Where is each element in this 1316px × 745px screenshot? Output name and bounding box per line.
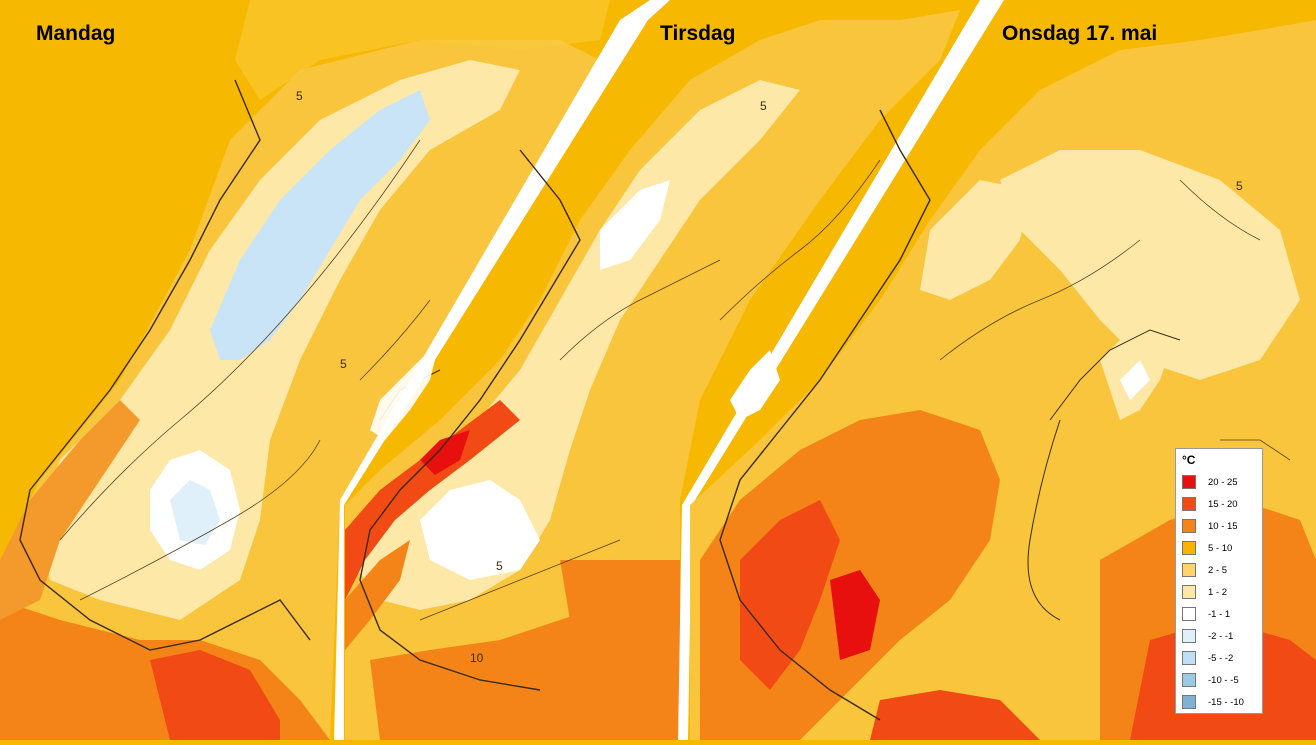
panel-title-mandag: Mandag [36, 22, 116, 45]
contour-label: 10 [470, 651, 484, 665]
legend-swatch [1182, 607, 1196, 621]
panel-mandag-map [0, 0, 610, 740]
legend-label: -15 - -10 [1208, 696, 1244, 708]
legend-label: -2 - -1 [1208, 630, 1234, 642]
legend-item: 10 - 15 [1182, 515, 1256, 537]
panel-title-onsdag: Onsdag 17. mai [1002, 22, 1158, 45]
legend-item: -15 - -10 [1182, 691, 1256, 713]
legend-swatch [1182, 695, 1196, 709]
legend-swatch [1182, 541, 1196, 555]
panel-tirsdag-map [345, 10, 960, 740]
legend-label: -1 - 1 [1208, 608, 1231, 620]
contour-label: 5 [296, 89, 303, 103]
legend-item: 5 - 10 [1182, 537, 1256, 559]
legend-swatch [1182, 585, 1196, 599]
panel-title-tirsdag: Tirsdag [660, 22, 736, 45]
legend-label: 15 - 20 [1208, 498, 1238, 510]
legend-swatch [1182, 519, 1196, 533]
legend-item: -10 - -5 [1182, 669, 1256, 691]
legend-swatch [1182, 475, 1196, 489]
legend-swatch [1182, 651, 1196, 665]
legend-item: 15 - 20 [1182, 493, 1256, 515]
legend-label: 10 - 15 [1208, 520, 1238, 532]
legend-label: 5 - 10 [1208, 542, 1233, 554]
legend-label: 20 - 25 [1208, 476, 1238, 488]
legend-rows: 20 - 25 15 - 20 10 - 15 5 - 10 2 - 5 1 - 2 -1 … [1182, 471, 1256, 713]
legend-unit: °C [1182, 453, 1196, 467]
legend-label: -5 - -2 [1208, 652, 1234, 664]
legend-label: 1 - 2 [1208, 586, 1228, 598]
legend-item: -5 - -2 [1182, 647, 1256, 669]
legend-item: 2 - 5 [1182, 559, 1256, 581]
legend-swatch [1182, 673, 1196, 687]
contour-label: 5 [760, 99, 767, 113]
contour-label: 5 [496, 559, 503, 573]
legend-item: -2 - -1 [1182, 625, 1256, 647]
temperature-legend: °C 20 - 25 15 - 20 10 - 15 5 - 10 2 - 5 1 - 2… [1175, 448, 1263, 714]
legend-label: -10 - -5 [1208, 674, 1239, 686]
legend-item: -1 - 1 [1182, 603, 1256, 625]
legend-swatch [1182, 563, 1196, 577]
contour-label: 5 [1236, 179, 1243, 193]
legend-label: 2 - 5 [1208, 564, 1228, 576]
legend-item: 1 - 2 [1182, 581, 1256, 603]
legend-item: 20 - 25 [1182, 471, 1256, 493]
legend-swatch [1182, 497, 1196, 511]
legend-swatch [1182, 629, 1196, 643]
contour-label: 5 [340, 357, 347, 371]
